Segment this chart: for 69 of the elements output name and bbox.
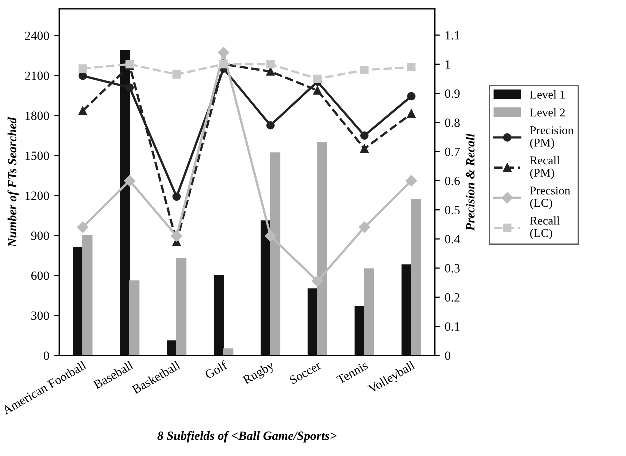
point: [266, 60, 275, 69]
x-tick-label: Tennis: [336, 361, 369, 385]
bar: [167, 340, 178, 356]
point: [124, 175, 136, 187]
bar: [214, 275, 224, 356]
point: [314, 74, 322, 84]
y-tick-label: 900: [31, 232, 50, 240]
y2-tick-label: 0.7: [445, 148, 460, 156]
y-tick-label: 0: [44, 352, 50, 360]
x-tick-label: Golf: [204, 360, 228, 380]
point: [172, 192, 182, 202]
bar: [223, 348, 234, 356]
y-tick-label: 2400: [25, 32, 50, 40]
point: [172, 70, 182, 79]
y2-tick-label: 0.8: [445, 118, 460, 128]
point: [266, 121, 275, 130]
bar: [120, 50, 130, 356]
y-axis-title: Number of FTs Searched: [8, 117, 20, 248]
point: [78, 64, 88, 73]
point: [77, 222, 89, 234]
y2-tick-label: 0.5: [445, 206, 460, 215]
point: [406, 175, 418, 187]
point: [407, 63, 416, 72]
y2-tick-label: 0.4: [445, 235, 460, 244]
point: [266, 68, 275, 76]
legend-label: Level 2: [530, 108, 566, 117]
bar: [82, 235, 93, 356]
y2-tick-label: 0.9: [445, 90, 460, 98]
point: [126, 84, 134, 92]
point: [360, 144, 369, 154]
point: [314, 86, 322, 95]
bar: [308, 288, 318, 356]
bar: [364, 268, 374, 356]
bar: [73, 247, 84, 356]
y-tick-label: 600: [32, 272, 50, 280]
bar: [317, 142, 328, 356]
point: [312, 276, 324, 288]
legend-label: Precision (PM): [530, 126, 574, 150]
bar: [129, 280, 140, 356]
bar: [411, 199, 422, 356]
y2-tick-label: 0: [445, 352, 451, 360]
point: [407, 92, 416, 101]
y-tick-label: 1800: [26, 112, 50, 120]
point: [265, 230, 276, 242]
legend-label: Precsion (LC): [530, 186, 570, 210]
point: [359, 222, 370, 234]
legend-label: Recall (PM): [530, 156, 560, 180]
y2-axis-title: Precision & Recall: [466, 134, 475, 232]
y2-tick-label: 1: [446, 60, 450, 69]
y-tick-label: 2100: [25, 72, 50, 80]
point: [407, 110, 416, 118]
y2-tick-label: 0.2: [445, 293, 460, 302]
x-axis-title: 8 Subfields of <Ball Game/Sports>: [158, 431, 337, 443]
point: [218, 47, 230, 58]
y2-tick-label: 0.6: [445, 176, 460, 186]
point: [360, 132, 369, 140]
bar: [270, 152, 281, 356]
legend-label: Level 1: [530, 90, 565, 99]
legend-label: Recall (LC): [530, 216, 560, 240]
point: [360, 66, 369, 74]
y-tick-label: 1200: [26, 192, 50, 200]
y-tick-label: 300: [32, 312, 50, 320]
y2-tick-label: 1.1: [446, 31, 460, 40]
point: [171, 230, 182, 242]
bar: [176, 258, 187, 356]
y2-tick-label: 0.1: [445, 322, 460, 332]
y-tick-label: 1500: [26, 152, 50, 160]
y2-tick-label: 0.3: [445, 264, 460, 273]
point: [78, 106, 88, 116]
